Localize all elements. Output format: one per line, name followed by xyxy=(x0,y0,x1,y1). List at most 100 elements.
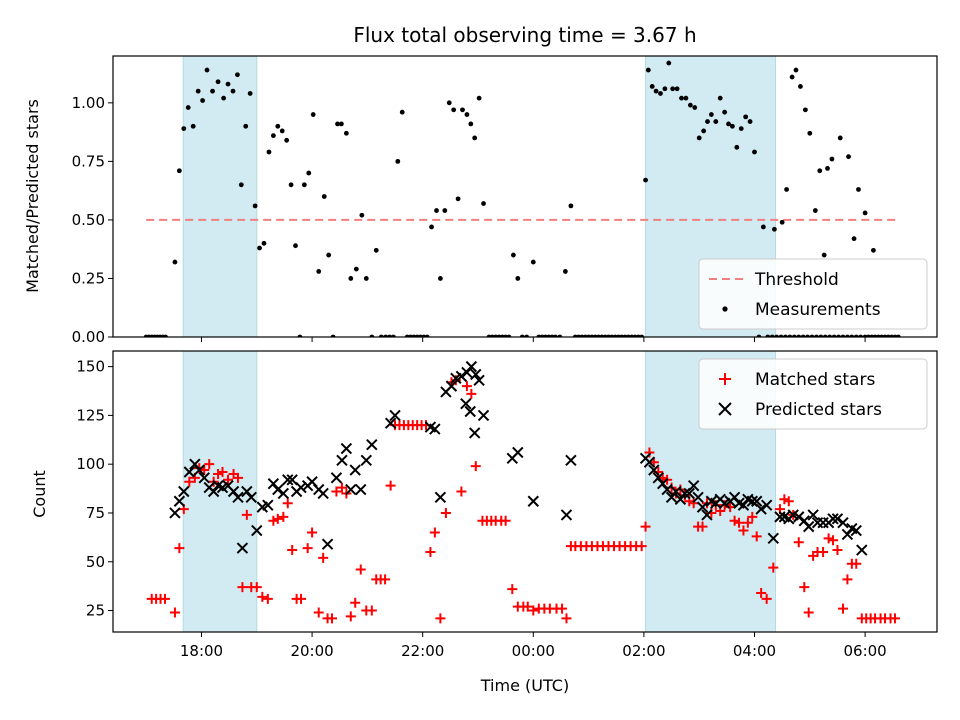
legend: Matched stars Predicted stars xyxy=(698,358,928,430)
measurement-point xyxy=(772,226,777,232)
matched-star-point xyxy=(355,564,366,575)
matched-star-point xyxy=(688,498,699,509)
matched-star-point xyxy=(522,601,533,612)
measurement-point xyxy=(343,130,349,136)
measurement-point xyxy=(293,243,298,249)
matched-star-point xyxy=(296,593,307,604)
matched-star-point xyxy=(500,515,511,526)
predicted-star-point xyxy=(465,360,478,373)
measurement-point xyxy=(653,88,659,94)
matched-star-point xyxy=(528,605,539,616)
predicted-star-point xyxy=(434,491,447,504)
x-tick-label: 02:00 xyxy=(622,642,665,660)
measurement-point xyxy=(399,109,405,115)
matched-star-point xyxy=(223,474,234,485)
measurement-point xyxy=(738,126,744,131)
measurement-point xyxy=(172,259,178,265)
predicted-star-point xyxy=(683,487,695,500)
predicted-star-point xyxy=(687,479,700,492)
matched-star-point xyxy=(738,525,749,536)
matched-star-point xyxy=(199,465,210,476)
measurement-point xyxy=(363,276,369,281)
y-tick-label: 0.25 xyxy=(72,269,105,287)
matched-star-point xyxy=(837,603,848,614)
predicted-star-point xyxy=(470,368,482,381)
axes-frame xyxy=(112,55,938,338)
measurement-point xyxy=(238,182,244,188)
measurement-point xyxy=(204,67,210,73)
x-tick-label: 18:00 xyxy=(180,642,223,660)
measurement-point xyxy=(395,158,401,164)
matched-star-point xyxy=(272,513,283,524)
matched-star-point xyxy=(318,552,329,563)
matched-star-point xyxy=(470,461,481,472)
legend-label: Threshold xyxy=(754,270,839,290)
predicted-star-point xyxy=(850,524,862,537)
predicted-star-point xyxy=(267,477,280,490)
legend-predicted-swatch xyxy=(718,402,732,416)
matched-star-point xyxy=(237,582,248,593)
matched-star-point xyxy=(287,545,298,556)
matched-star-point xyxy=(184,476,195,487)
predicted-star-point xyxy=(282,474,294,486)
measurement-point xyxy=(862,210,868,216)
measurement-point xyxy=(257,245,262,251)
measurement-point xyxy=(275,123,281,129)
measurement-point xyxy=(649,84,655,89)
matched-star-point xyxy=(751,531,762,542)
predicted-star-point xyxy=(360,454,372,466)
matched-star-point xyxy=(783,496,794,507)
measurement-point xyxy=(743,114,749,120)
measurement-point xyxy=(713,119,719,124)
measurement-point xyxy=(658,91,663,96)
x-tick-label: 22:00 xyxy=(401,642,444,660)
measurement-point xyxy=(568,203,574,209)
matched-star-point xyxy=(842,574,853,585)
measurement-point xyxy=(468,121,474,127)
y-tick-label: 75 xyxy=(86,504,105,522)
matched-star-point xyxy=(640,521,651,532)
observing-interval xyxy=(182,56,258,337)
predicted-star-point xyxy=(183,466,196,478)
predicted-star-point xyxy=(841,528,854,541)
matched-star-point xyxy=(217,466,228,477)
measurement-point xyxy=(679,95,684,101)
predicted-star-point xyxy=(755,503,767,515)
measurement-point xyxy=(510,252,516,258)
matched-star-point xyxy=(380,574,391,585)
predicted-star-point xyxy=(827,513,839,525)
predicted-star-point xyxy=(643,456,656,468)
predicted-star-point xyxy=(464,405,476,418)
matched-star-point xyxy=(174,543,185,554)
matched-star-point xyxy=(313,607,324,618)
chart-title: Flux total observing time = 3.67 h xyxy=(353,23,696,47)
measurement-point xyxy=(793,67,799,73)
measurement-point xyxy=(190,123,196,129)
predicted-star-point xyxy=(560,509,573,521)
matched-star-point xyxy=(385,480,396,491)
predicted-star-point xyxy=(665,491,678,504)
matched-star-point xyxy=(262,593,273,604)
matched-star-point xyxy=(241,509,252,520)
predicted-star-point xyxy=(648,464,660,476)
matched-star-point xyxy=(282,498,293,509)
measurement-point xyxy=(705,119,710,124)
predicted-star-point xyxy=(856,544,868,556)
predicted-star-point xyxy=(355,483,367,496)
predicted-star-point xyxy=(670,485,682,498)
matched-star-point xyxy=(561,613,572,624)
predicted-star-point xyxy=(345,483,357,496)
predicted-star-point xyxy=(277,487,290,500)
ratio-panel: 0.00 0.25 0.50 0.75 1.00 Threshold Measurement… xyxy=(72,55,938,346)
measurement-point xyxy=(200,98,205,103)
measurement-point xyxy=(752,149,757,155)
predicted-star-point xyxy=(340,442,353,455)
predicted-star-point xyxy=(455,370,468,383)
measurement-point xyxy=(195,88,201,94)
x-tick-label: 06:00 xyxy=(843,642,886,660)
matched-star-point xyxy=(742,517,753,528)
predicted-star-point xyxy=(330,472,343,484)
matched-star-point xyxy=(326,613,337,624)
predicted-star-point xyxy=(701,509,713,521)
